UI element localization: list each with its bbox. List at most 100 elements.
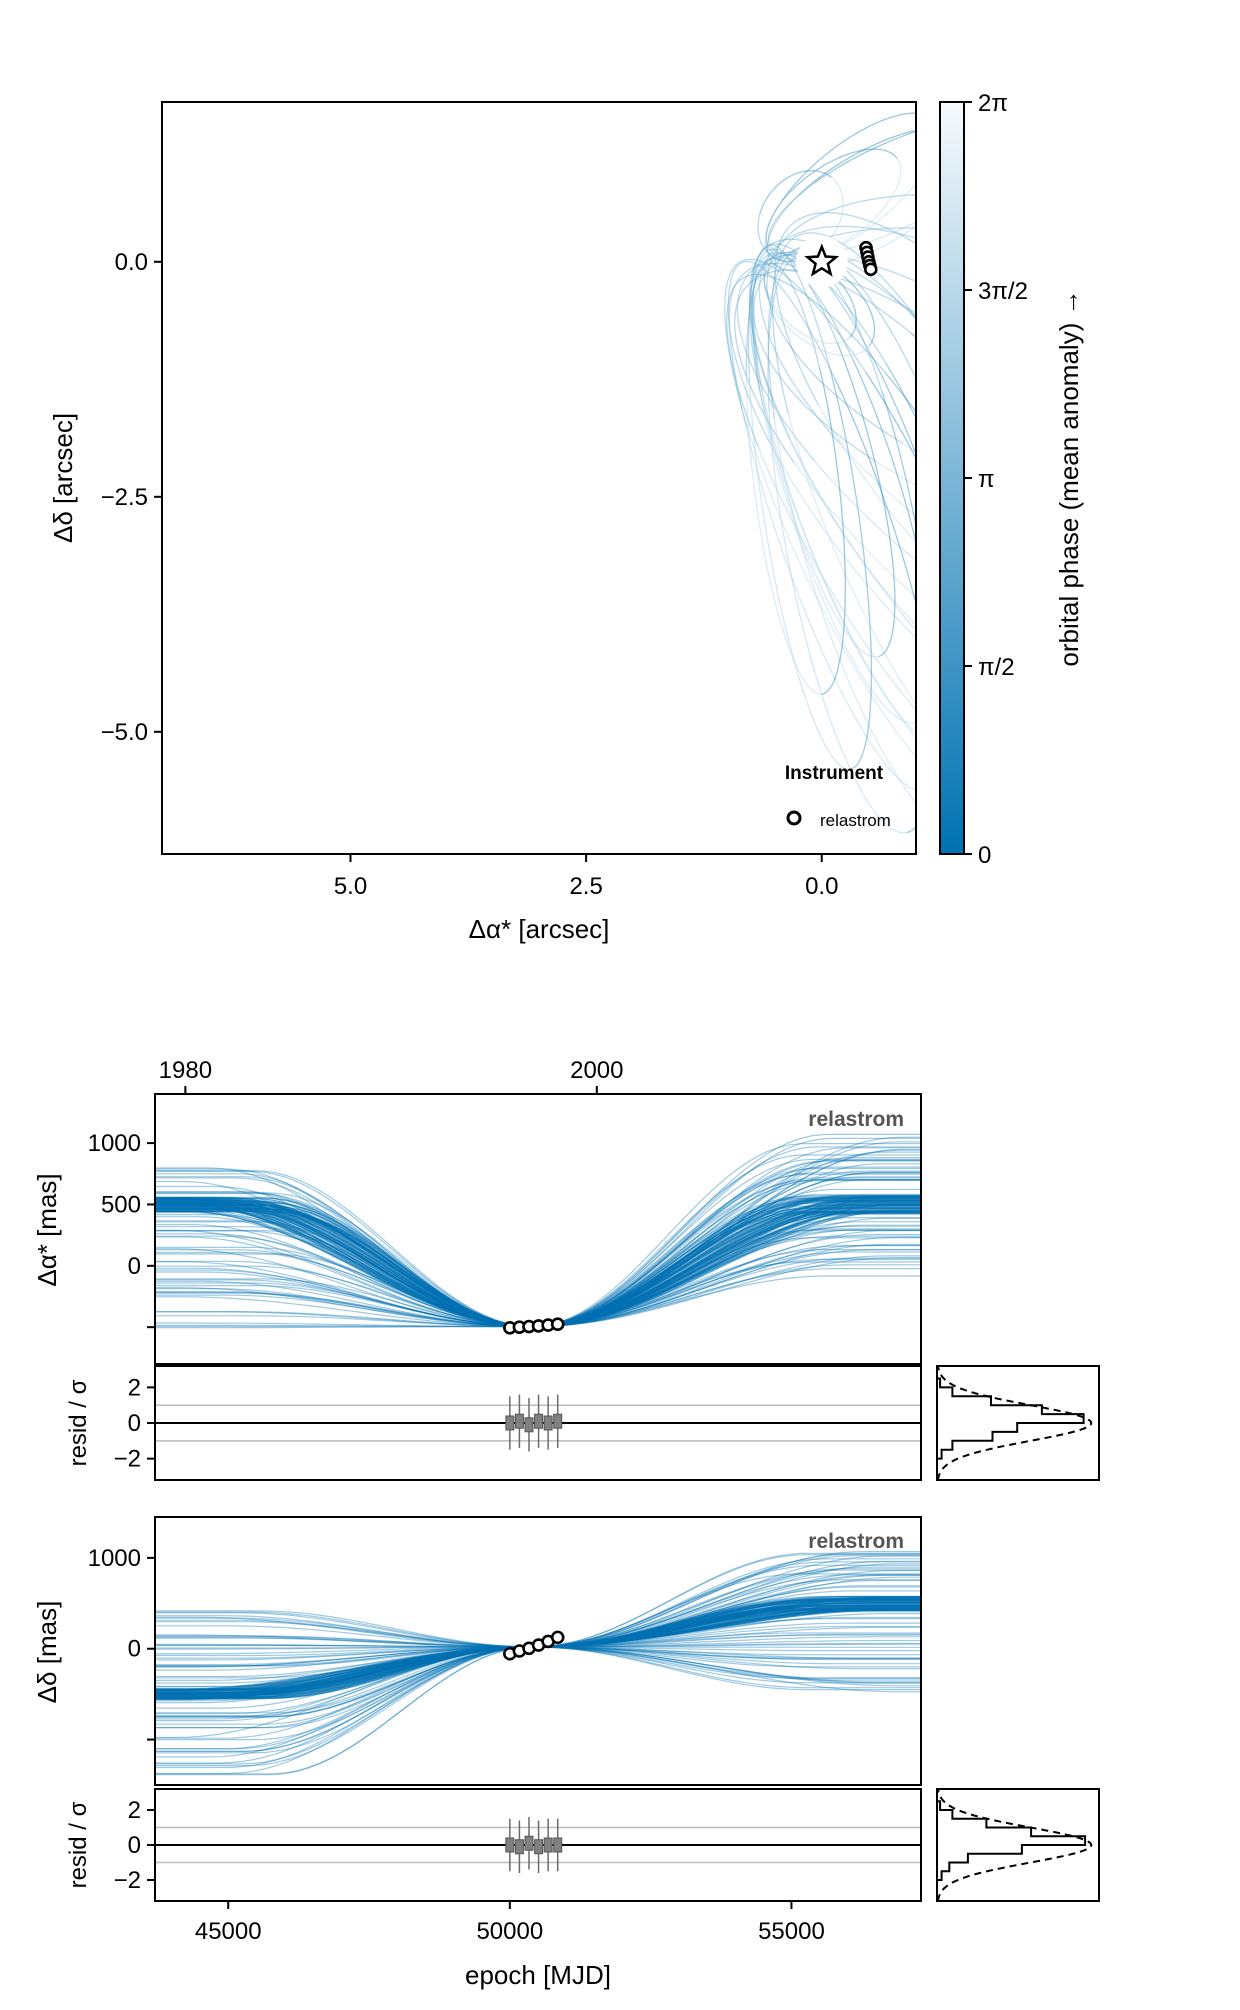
residual-marker <box>514 1413 524 1429</box>
y-tick-label: 0 <box>128 1636 141 1663</box>
dec-timeseries-panel: relastrom 1000 0 Δδ [mas] <box>32 1516 922 1786</box>
colorbar-tick-label: 0 <box>978 842 991 869</box>
residual-marker <box>553 1413 563 1429</box>
sky-orbit-path <box>752 248 838 362</box>
year-tick-label: 1980 <box>159 1057 212 1084</box>
sky-observation-point <box>863 262 878 277</box>
year-tick-label: 2000 <box>570 1057 623 1084</box>
colorbar-tick-label: π/2 <box>978 654 1015 681</box>
sky-orbit-path <box>817 404 916 544</box>
ra-timeseries-panel: 1980 2000 relastrom 1000 500 0 Δα* [mas] <box>32 1057 922 1365</box>
sky-x-tick-label: 0.0 <box>805 873 838 900</box>
sky-orbit-path <box>968 279 1213 697</box>
sky-orbit-path <box>761 390 916 735</box>
ra-y-axis-label: Δα* [mas] <box>32 1173 62 1286</box>
normal-reference-curve <box>936 1365 1093 1481</box>
sky-orbit-path <box>756 361 879 658</box>
sky-x-tick-label: 5.0 <box>334 873 367 900</box>
sky-orbit-path <box>771 445 916 639</box>
phase-colorbar: 0 π/2 π 3π/2 2π orbital phase (mean anomaly)… <box>939 90 1084 869</box>
y-tick-label: 500 <box>101 1191 141 1218</box>
sky-orbit-path <box>773 418 916 805</box>
sky-orbit-path <box>728 262 912 447</box>
y-tick-label: 2 <box>128 1374 141 1401</box>
dec-residual-histogram <box>936 1788 1093 1902</box>
residual-marker <box>524 1417 534 1433</box>
sky-y-tick-label: −2.5 <box>101 484 148 511</box>
dec-y-axis-label: Δδ [mas] <box>32 1601 62 1704</box>
dec-residual-points <box>505 1817 563 1873</box>
sky-orbit-path <box>787 112 916 193</box>
sky-orbit-path <box>835 340 896 658</box>
colorbar-label: orbital phase (mean anomaly) → <box>1054 289 1084 666</box>
colorbar-tick-label: 2π <box>978 90 1008 117</box>
sky-orbit-path <box>748 238 912 402</box>
dec-histogram-frame <box>936 1788 1100 1902</box>
sky-orbit-path <box>845 221 916 250</box>
sky-orbit-path <box>758 170 832 215</box>
legend-title: Instrument <box>785 763 884 784</box>
calendar-year-axis: 1980 2000 <box>159 1057 623 1094</box>
sky-orbit-path <box>736 252 916 462</box>
sky-orbit-path <box>768 411 907 834</box>
observation-point <box>550 1317 565 1332</box>
sky-y-tick-label: −5.0 <box>101 719 148 746</box>
model-track-line <box>155 1566 921 1758</box>
sky-orbit-path <box>726 273 885 447</box>
sky-orbit-path <box>724 258 867 428</box>
dec-y-ticks: 1000 0 <box>88 1545 155 1741</box>
residual-marker <box>553 1837 563 1853</box>
sky-orbit-path <box>753 227 916 462</box>
dec-residuals-panel: 2 0 −2 45000 50000 55000 resid / σ epoch [MJ… <box>65 1788 922 1990</box>
ra-observations <box>503 1317 565 1335</box>
sky-orbit-path <box>818 366 846 695</box>
colorbar-tick-label: 3π/2 <box>978 278 1028 305</box>
colorbar-gradient <box>939 101 965 855</box>
dec-residual-y-ticks: 2 0 −2 <box>114 1797 155 1894</box>
dec-observations <box>503 1630 565 1661</box>
ra-residual-histogram <box>936 1365 1093 1481</box>
sky-orbit-path <box>734 269 916 464</box>
sky-x-tick-label: 2.5 <box>569 873 602 900</box>
legend-marker-relastrom <box>786 810 802 826</box>
sky-orbit-path <box>771 232 916 415</box>
sky-orbit-path <box>814 461 916 562</box>
x-tick-label: 45000 <box>195 1918 262 1945</box>
sky-orbit-path <box>782 148 898 201</box>
colorbar-tick-label: π <box>978 466 995 493</box>
residual-marker <box>543 1415 553 1431</box>
sky-orbit-path <box>772 400 916 626</box>
sky-orbit-path <box>766 193 916 445</box>
sky-orbit-path <box>745 375 822 695</box>
dec-model-tracks <box>155 1551 921 1776</box>
y-tick-label: −2 <box>114 1446 141 1473</box>
sky-orbit-path <box>787 414 916 707</box>
sky-orbit-path <box>745 263 820 376</box>
residual-marker <box>534 1413 544 1429</box>
ra-y-ticks: 1000 500 0 <box>88 1130 155 1329</box>
sky-orbit-path <box>820 158 902 254</box>
ra-residual-points <box>505 1394 563 1452</box>
sky-orbit-path <box>841 225 916 265</box>
y-tick-label: 0 <box>128 1253 141 1280</box>
sky-orbit-path <box>774 212 916 406</box>
sky-orbit-path <box>757 446 916 712</box>
star-outline-icon <box>804 243 840 277</box>
sky-orbit-path <box>749 252 887 413</box>
residual-marker <box>505 1837 515 1853</box>
dec-instrument-label: relastrom <box>808 1530 904 1553</box>
sky-orbit-path <box>983 196 1240 488</box>
ra-residual-y-label: resid / σ <box>65 1379 92 1466</box>
sky-orbit-path <box>956 231 1240 513</box>
sky-orbit-path <box>748 382 850 771</box>
sky-orbit-path <box>773 308 870 357</box>
residual-marker <box>505 1415 515 1431</box>
sky-legend: Instrument relastrom <box>785 763 891 830</box>
sky-orbit-path <box>767 246 916 420</box>
sky-orbit-path <box>746 426 916 759</box>
residual-marker <box>543 1837 553 1853</box>
legend-entry-relastrom: relastrom <box>820 811 891 830</box>
sky-orbit-path <box>910 312 916 321</box>
sky-x-axis-label: Δα* [arcsec] <box>469 914 610 944</box>
sky-plot-frame <box>161 101 917 855</box>
